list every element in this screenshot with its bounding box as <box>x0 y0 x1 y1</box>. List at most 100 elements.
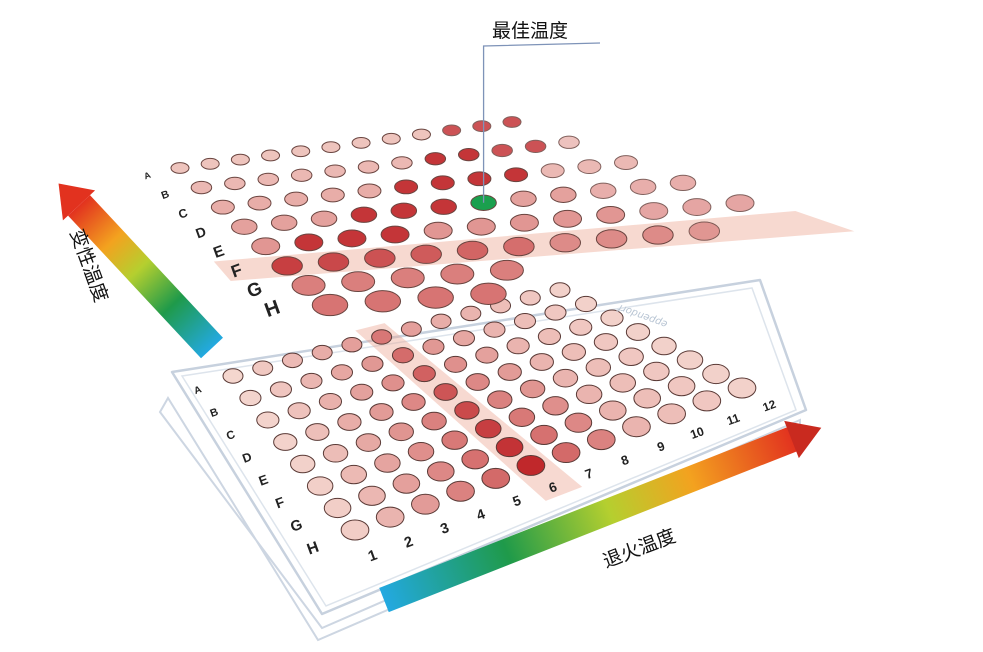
well <box>530 424 558 445</box>
well <box>509 213 539 232</box>
well <box>461 449 489 470</box>
well <box>614 155 638 170</box>
well <box>222 368 244 384</box>
well <box>542 396 569 416</box>
well <box>475 346 499 364</box>
well <box>465 373 490 391</box>
well <box>618 347 644 367</box>
column-label: 12 <box>761 398 778 415</box>
well <box>306 476 334 496</box>
well <box>460 305 482 322</box>
well <box>210 199 235 215</box>
row-label: G <box>244 277 265 302</box>
well <box>667 376 696 397</box>
well <box>247 195 272 211</box>
well <box>595 229 628 249</box>
well <box>552 368 579 388</box>
well <box>390 267 425 289</box>
well <box>430 313 452 329</box>
well <box>575 384 603 405</box>
well <box>549 233 581 253</box>
column-label: 9 <box>655 439 666 455</box>
well <box>574 295 598 313</box>
well <box>273 433 298 451</box>
well <box>358 485 386 506</box>
well <box>252 360 274 376</box>
well <box>549 282 571 298</box>
well <box>340 519 370 541</box>
well <box>317 252 350 272</box>
well <box>529 353 554 371</box>
well <box>230 153 250 166</box>
well <box>470 282 507 305</box>
well <box>472 120 492 133</box>
row-label: G <box>288 517 304 536</box>
column-label: 8 <box>619 452 631 469</box>
annealing-arrow <box>379 420 822 613</box>
well <box>318 392 343 410</box>
well <box>290 454 316 474</box>
row-label: B <box>160 188 172 202</box>
well <box>452 330 476 347</box>
well <box>481 467 511 489</box>
well <box>487 390 513 409</box>
well <box>467 171 492 187</box>
well <box>284 191 309 207</box>
well <box>491 143 513 158</box>
well <box>381 132 401 145</box>
well <box>340 464 368 485</box>
well <box>519 379 546 399</box>
well <box>320 187 345 203</box>
well <box>369 403 394 421</box>
well <box>270 214 298 231</box>
well <box>702 363 730 385</box>
well <box>411 128 431 141</box>
well <box>261 149 281 162</box>
well <box>503 236 535 257</box>
well <box>421 411 447 431</box>
well <box>239 389 262 407</box>
well <box>375 506 405 528</box>
well <box>251 237 281 256</box>
well <box>364 290 402 313</box>
well <box>642 225 674 245</box>
well <box>657 403 686 425</box>
well <box>725 194 755 213</box>
row-label: B <box>209 406 221 420</box>
annealing-label: 退火温度 <box>600 525 679 573</box>
well <box>371 329 393 345</box>
well <box>564 412 593 433</box>
row-label: H <box>262 296 283 322</box>
leader-line <box>482 42 601 203</box>
well <box>446 480 475 502</box>
well <box>433 383 458 401</box>
well <box>506 337 530 355</box>
well <box>551 442 581 464</box>
well <box>513 312 537 330</box>
well <box>550 186 577 203</box>
well <box>231 218 258 235</box>
well <box>516 454 546 476</box>
well <box>537 328 562 346</box>
well <box>423 221 453 240</box>
well <box>361 355 384 372</box>
well <box>391 156 413 170</box>
well <box>324 164 346 178</box>
well <box>269 381 292 398</box>
well <box>412 365 436 383</box>
well <box>540 163 565 179</box>
well <box>430 175 455 191</box>
well <box>600 309 624 327</box>
well <box>364 248 396 268</box>
well <box>458 147 480 162</box>
well <box>441 430 468 450</box>
well <box>322 443 349 463</box>
well <box>401 393 426 411</box>
well <box>310 210 338 227</box>
row-label: A <box>143 170 153 182</box>
well <box>589 182 617 199</box>
well <box>341 337 363 353</box>
